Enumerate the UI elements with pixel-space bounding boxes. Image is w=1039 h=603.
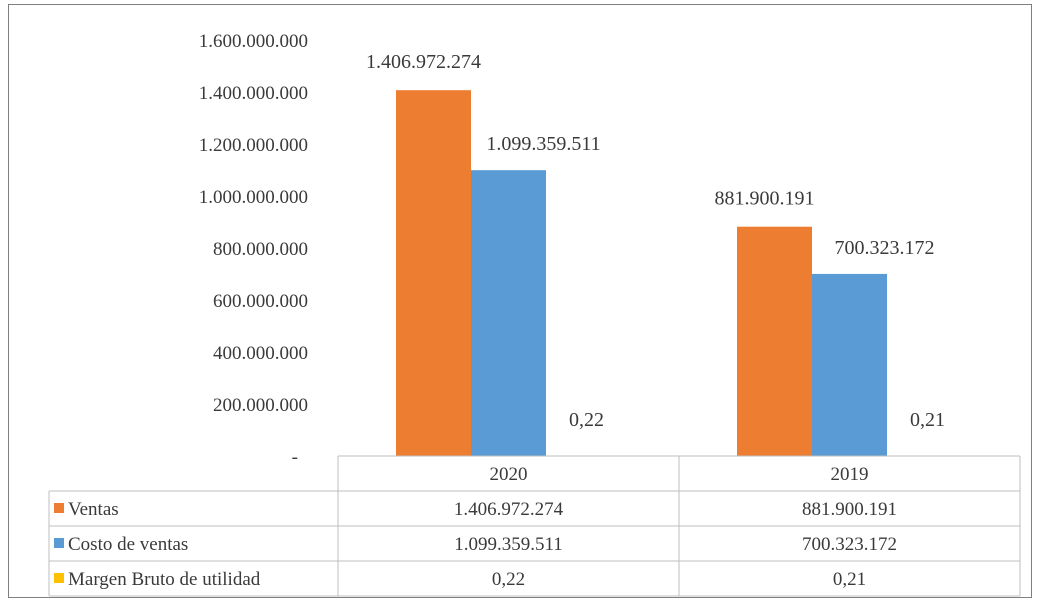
legend-entry: Ventas — [68, 499, 119, 520]
y-axis: - 200.000.000 400.000.000 600.000.000 800.00… — [199, 31, 308, 468]
data-labels: 1.406.972.274 1.099.359.511 0,22 881.900.19… — [366, 51, 945, 431]
y-tick-label: 400.000.000 — [213, 343, 308, 364]
y-tick-label: 600.000.000 — [213, 291, 308, 312]
bar-ventas — [737, 226, 812, 456]
data-label-margen-bruto: 0,22 — [569, 409, 604, 431]
data-label-costo-de-ventas: 1.099.359.511 — [486, 133, 600, 155]
table-cell-value: 1.406.972.274 — [454, 499, 564, 520]
y-tick-label: 1.400.000.000 — [199, 83, 308, 104]
y-tick-label: 800.000.000 — [213, 239, 308, 260]
x-category-label: 2020 — [490, 464, 528, 485]
data-label-costo-de-ventas: 700.323.172 — [835, 237, 935, 259]
data-table: 2020 2019 Ventas 1.406.972.274 881.900.191 Co… — [48, 455, 1021, 597]
legend-entry: Costo de ventas — [68, 534, 188, 555]
legend-swatch — [54, 503, 64, 513]
data-label-ventas: 881.900.191 — [715, 188, 815, 210]
table-cell-value: 1.099.359.511 — [454, 534, 563, 555]
table-cell-value: 700.323.172 — [802, 534, 897, 555]
bar-costo-de-ventas — [471, 170, 546, 456]
table-cell-value: 0,21 — [833, 569, 866, 590]
legend-entry: Margen Bruto de utilidad — [68, 569, 261, 590]
legend-swatch — [54, 573, 64, 583]
bars — [396, 90, 887, 457]
table-cell-value: 0,22 — [492, 569, 525, 590]
table-cell-value: 881.900.191 — [802, 499, 897, 520]
data-label-margen-bruto: 0,21 — [910, 409, 945, 431]
y-tick-label: 200.000.000 — [213, 395, 308, 416]
data-label-ventas: 1.406.972.274 — [366, 51, 481, 73]
bar-ventas — [396, 90, 471, 457]
y-tick-label: 1.000.000.000 — [199, 187, 308, 208]
bar-costo-de-ventas — [812, 273, 887, 456]
x-category-label: 2019 — [831, 464, 869, 485]
chart-frame — [8, 4, 1032, 598]
y-tick-label: - — [292, 447, 298, 468]
legend-swatch — [54, 538, 64, 548]
y-tick-label: 1.200.000.000 — [199, 135, 308, 156]
y-tick-label: 1.600.000.000 — [199, 31, 308, 52]
